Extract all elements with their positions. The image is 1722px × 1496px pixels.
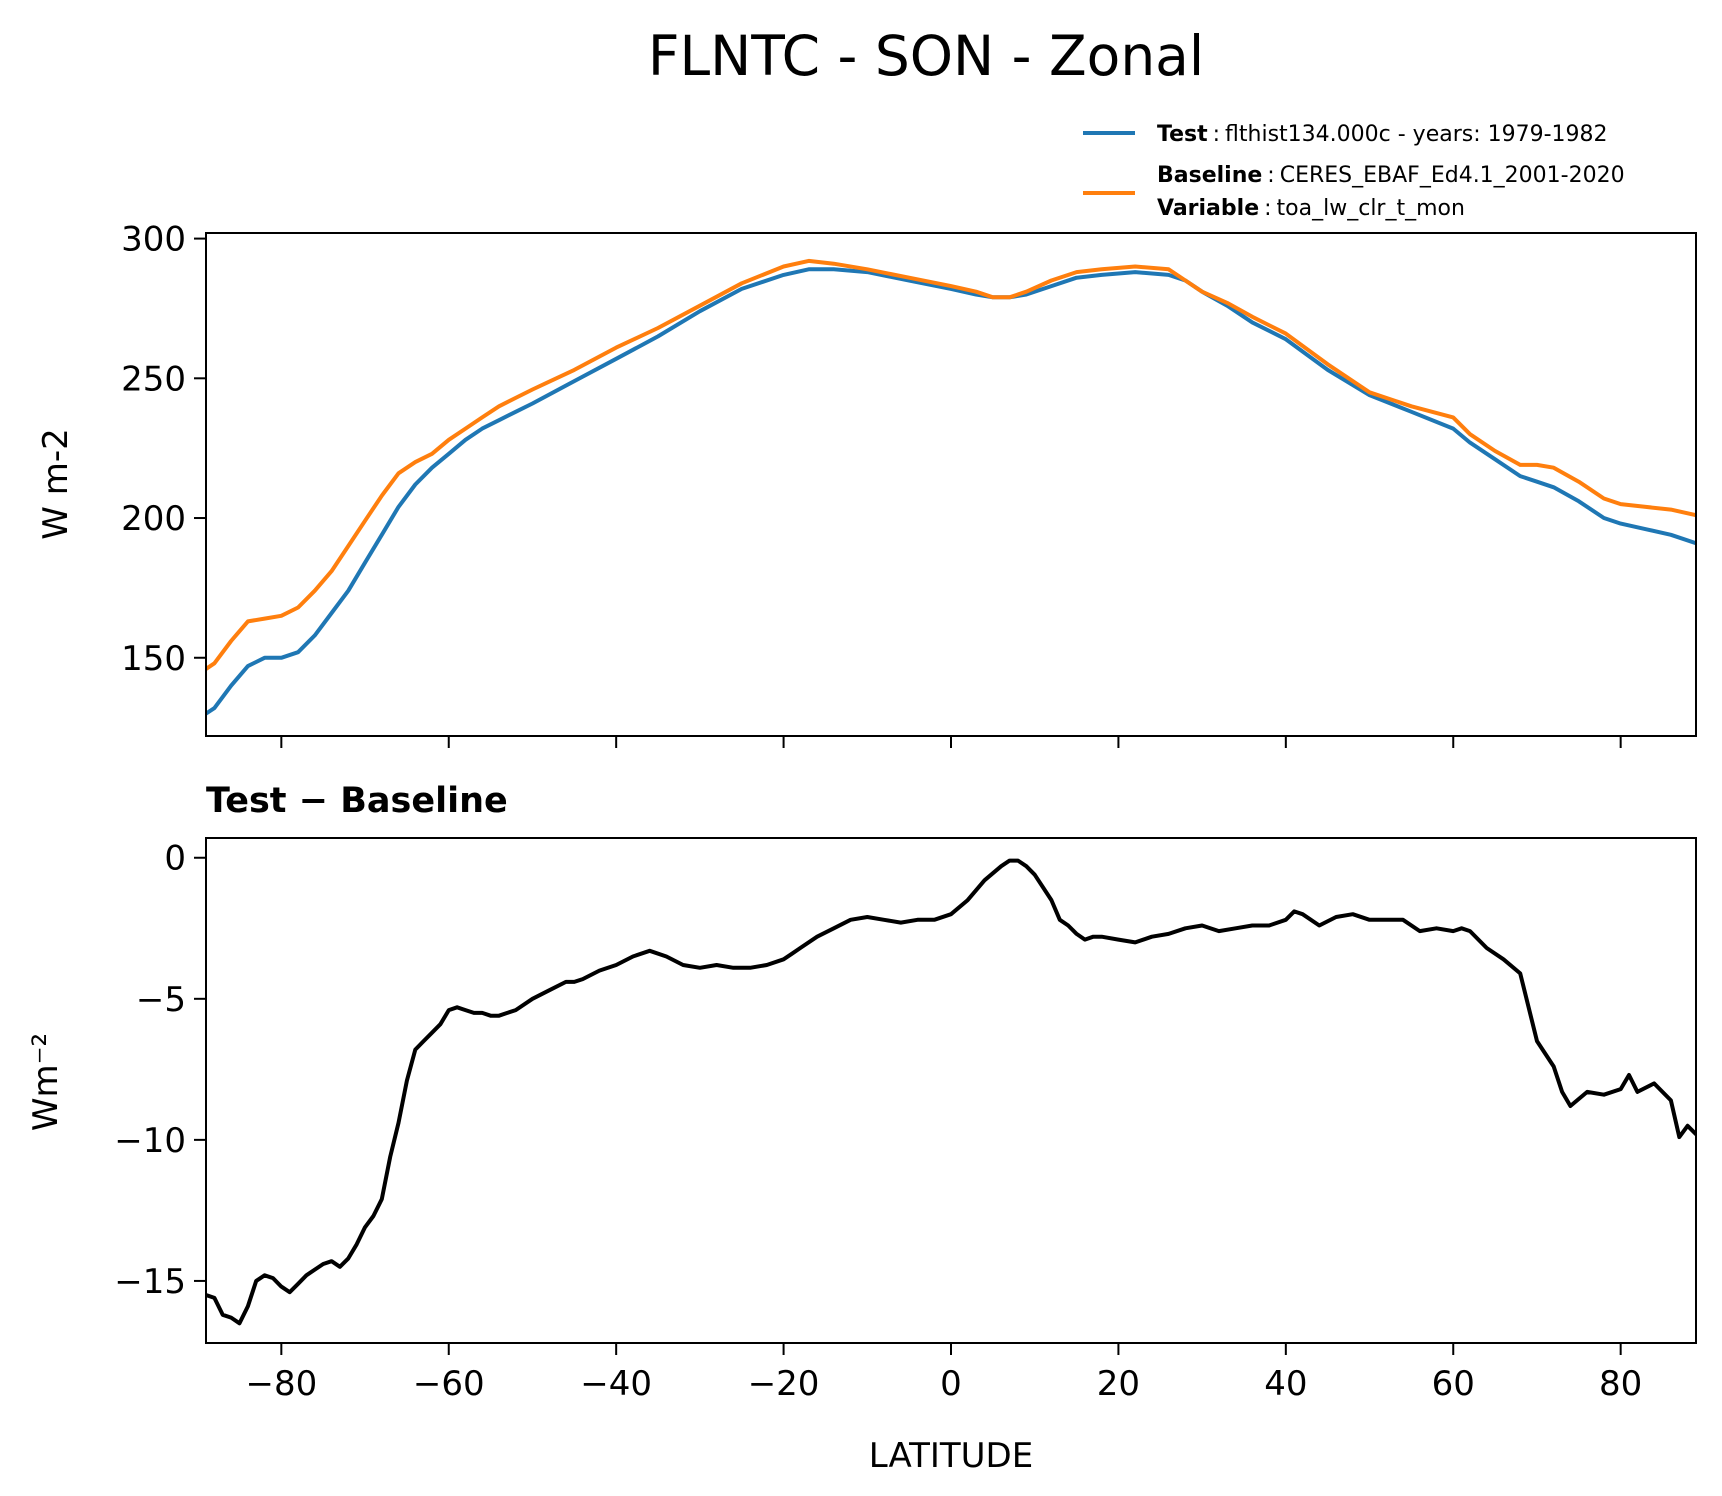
legend-label-test: Test: flthist134.000c - years: 1979-1982 <box>1157 122 1608 147</box>
bottom-subtitle: Test − Baseline <box>206 781 508 821</box>
x-axis-label: LATITUDE <box>869 1436 1033 1476</box>
bottom-series-group <box>206 858 1696 1326</box>
series-line-test <box>206 267 1696 716</box>
x-tick-label: −60 <box>413 1364 485 1404</box>
bottom-y-ticks: 0 −5 −10 −15 <box>114 839 206 1302</box>
x-tick-label: −20 <box>748 1364 820 1404</box>
top-plot-frame <box>205 232 1697 737</box>
top-y-ticks: 150 200 250 300 <box>121 220 206 679</box>
x-tick-label: 20 <box>1097 1364 1140 1404</box>
y-tick-label: −10 <box>114 1121 186 1161</box>
top-x-ticks <box>280 736 1622 748</box>
y-tick-label: 200 <box>121 499 186 539</box>
bottom-panel: Test − Baseline −80 −60 −40 −20 0 20 40 60 80 0−… <box>26 781 1697 1476</box>
y-tick-label: 150 <box>121 639 186 679</box>
x-tick-label: 0 <box>940 1364 962 1404</box>
x-tick-label: 80 <box>1599 1364 1642 1404</box>
bottom-y-axis-label: Wm⁻² <box>26 1033 66 1131</box>
x-tick-label: −80 <box>245 1364 317 1404</box>
x-tick-label: 40 <box>1264 1364 1307 1404</box>
top-series-group <box>206 258 1696 716</box>
x-tick-label: −40 <box>580 1364 652 1404</box>
y-tick-label: 300 <box>121 220 186 260</box>
legend-label-variable: Variable: toa_lw_clr_t_mon <box>1157 196 1465 221</box>
y-tick-label: −15 <box>114 1262 186 1302</box>
x-tick-label: 60 <box>1432 1364 1475 1404</box>
legend-label-baseline: Baseline: CERES_EBAF_Ed4.1_2001-2020 <box>1157 163 1625 188</box>
series-line-baseline <box>206 258 1696 671</box>
bottom-x-ticks: −80 −60 −40 −20 0 20 40 60 80 <box>245 1343 1642 1404</box>
y-tick-label: 0 <box>164 839 186 879</box>
y-tick-label: 250 <box>121 359 186 399</box>
legend: Test: flthist134.000c - years: 1979-1982 … <box>1083 122 1625 221</box>
top-y-axis-label: W m-2 <box>36 428 76 539</box>
series-line-test-baseline <box>206 858 1696 1326</box>
top-panel: 150 200 250 300 W m-2 <box>36 220 1697 748</box>
y-tick-label: −5 <box>136 980 186 1020</box>
chart-title: FLNTC - SON - Zonal <box>648 24 1204 88</box>
